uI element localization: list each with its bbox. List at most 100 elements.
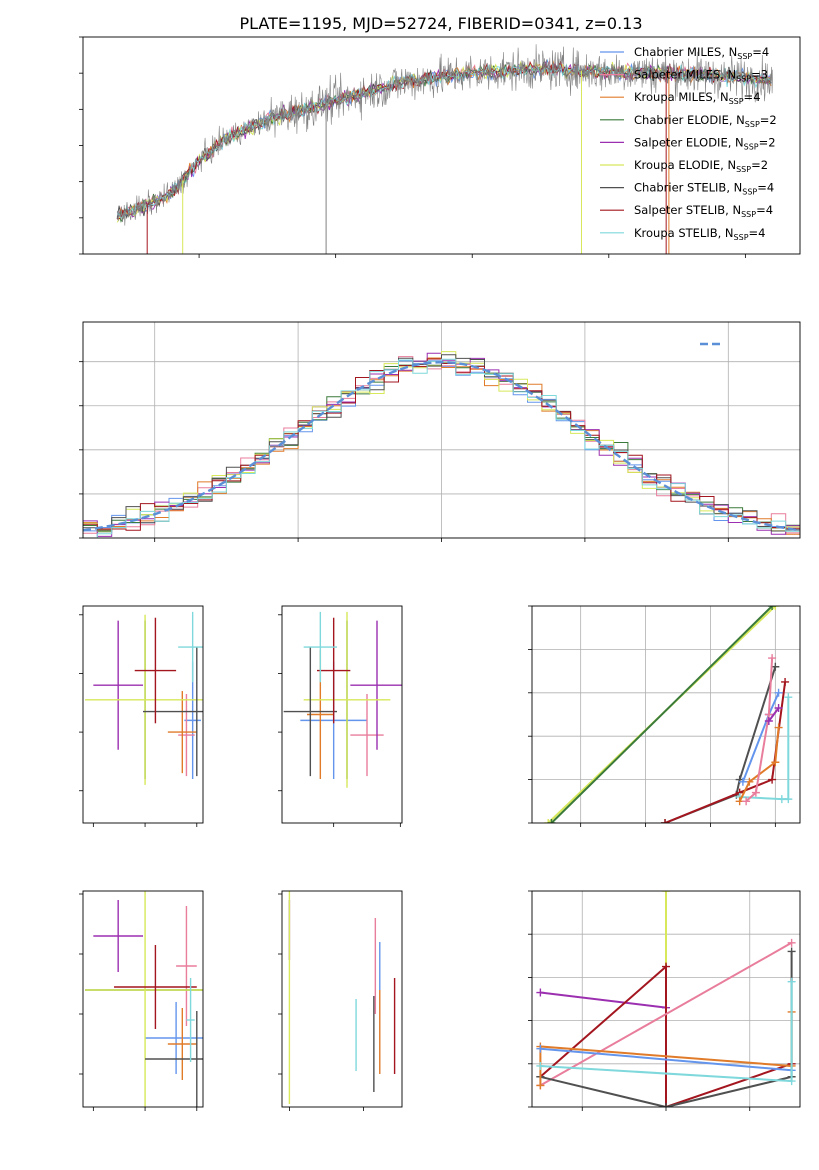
legend-nssp: 2 bbox=[769, 113, 776, 127]
error-bar-point bbox=[303, 611, 391, 788]
plus-marker bbox=[784, 693, 793, 702]
mass-weight-line bbox=[664, 681, 787, 823]
axes-frame bbox=[82, 321, 801, 539]
plus-marker bbox=[787, 977, 796, 986]
plus-marker bbox=[764, 717, 773, 726]
plus-marker bbox=[536, 1061, 545, 1070]
legend-entry: Chabrier STELIB, NSSP=4 bbox=[600, 181, 774, 197]
legend-subscript: SSP bbox=[741, 210, 756, 219]
plus-marker bbox=[742, 797, 751, 806]
axes-frame bbox=[281, 890, 403, 1108]
error-bar-point bbox=[145, 1011, 203, 1107]
legend-label: Chabrier ELODIE, NSSP=2 bbox=[634, 113, 777, 129]
legend-entry: Chabrier MILES, NSSP=4 bbox=[600, 45, 769, 61]
legend-subscript: SSP bbox=[736, 165, 751, 174]
plus-marker bbox=[774, 703, 783, 712]
panel-mw_vs_age bbox=[528, 605, 801, 827]
plus-marker bbox=[662, 891, 670, 895]
error-bar-point bbox=[167, 691, 197, 774]
legend-nssp: 4 bbox=[753, 90, 760, 104]
plot-area-mw_vs_age bbox=[532, 606, 800, 823]
error-bar-point bbox=[176, 906, 197, 1026]
error-bar-point bbox=[186, 978, 195, 1062]
legend-subscript: SSP bbox=[744, 142, 759, 151]
plus-marker bbox=[751, 788, 760, 797]
plus-marker bbox=[774, 723, 783, 732]
axes-frame bbox=[82, 36, 801, 255]
panel-mass_vs_Z bbox=[79, 890, 204, 1111]
plus-marker bbox=[661, 819, 670, 823]
error-bar-point bbox=[350, 693, 384, 777]
legend-subscript: SSP bbox=[734, 233, 749, 242]
legend-label: Salpeter MILES, NSSP=3 bbox=[634, 68, 768, 84]
error-bar-point bbox=[283, 647, 337, 777]
plus-marker bbox=[768, 775, 777, 784]
legend-model-name: Kroupa ELODIE bbox=[634, 158, 720, 172]
legend-subscript: SSP bbox=[742, 188, 757, 197]
legend-subscript: SSP bbox=[745, 120, 760, 129]
error-bar-point bbox=[114, 945, 197, 1029]
plus-marker bbox=[784, 795, 793, 804]
legend-label: Salpeter ELODIE, NSSP=2 bbox=[634, 135, 776, 151]
legend-model-name: Chabrier STELIB bbox=[634, 181, 726, 195]
legend-nssp: 4 bbox=[767, 181, 774, 195]
histogram-step bbox=[83, 358, 800, 538]
figure-title: PLATE=1195, MJD=52724, FIBERID=0341, z=0… bbox=[239, 14, 642, 33]
plot-area-mass_vs_Z bbox=[85, 891, 203, 1107]
error-bar-point bbox=[167, 1008, 197, 1080]
plot-area-spectrum bbox=[116, 44, 773, 254]
plot-area-age_vs_mass bbox=[283, 611, 402, 788]
observed-spectrum-line bbox=[116, 44, 773, 226]
legend-subscript: SSP bbox=[736, 75, 751, 84]
legend-label: Chabrier MILES, NSSP=4 bbox=[634, 45, 769, 61]
legend-nssp: 4 bbox=[766, 203, 773, 217]
legend-entry: Kroupa STELIB, NSSP=4 bbox=[600, 226, 766, 242]
plus-marker bbox=[787, 1077, 796, 1086]
error-bar-point bbox=[303, 611, 337, 683]
plus-marker bbox=[738, 777, 747, 786]
plus-marker bbox=[544, 819, 553, 823]
panel-residuals bbox=[79, 321, 801, 542]
plus-marker bbox=[768, 654, 777, 663]
plus-marker bbox=[536, 988, 545, 997]
panel-spectrum: Chabrier MILES, NSSP=4 Salpeter MILES, NS… bbox=[79, 36, 801, 258]
error-bar-point bbox=[178, 611, 203, 683]
mass-weight-line bbox=[540, 991, 667, 1009]
error-bar-point bbox=[178, 693, 195, 777]
mass-weight-line bbox=[539, 964, 792, 1107]
error-bar-point bbox=[145, 1002, 203, 1074]
plot-area-mass_vs_EBV bbox=[288, 891, 396, 1104]
legend-model-name: Salpeter ELODIE bbox=[634, 135, 728, 149]
axes-frame bbox=[82, 890, 204, 1108]
panel-mass_vs_EBV bbox=[278, 890, 403, 1111]
normal-curve bbox=[83, 360, 800, 532]
legend-nssp: 2 bbox=[761, 158, 768, 172]
panel-mw_vs_Z bbox=[528, 890, 801, 1111]
plus-marker bbox=[662, 962, 670, 971]
plus-marker bbox=[771, 606, 780, 610]
axes-frame bbox=[82, 605, 204, 824]
plus-marker bbox=[774, 688, 783, 697]
plus-marker bbox=[768, 606, 777, 610]
plus-marker bbox=[771, 662, 780, 671]
plus-marker bbox=[781, 677, 790, 686]
legend-nssp: 4 bbox=[762, 45, 769, 59]
mass-weight-line bbox=[550, 606, 773, 823]
legend-label: Salpeter STELIB, NSSP=4 bbox=[634, 203, 773, 219]
error-bar-point bbox=[93, 620, 143, 750]
legend-entry: Salpeter STELIB, NSSP=4 bbox=[600, 203, 773, 219]
legend-label: Kroupa ELODIE, NSSP=2 bbox=[634, 158, 768, 174]
panel-age_vs_Z bbox=[79, 605, 204, 827]
plot-area-age_vs_Z bbox=[85, 611, 203, 785]
mass-weight-line bbox=[540, 1047, 792, 1072]
legend-nssp: 2 bbox=[768, 135, 775, 149]
plus-marker bbox=[547, 819, 556, 823]
error-bar-point bbox=[134, 617, 177, 724]
axes-frame bbox=[281, 605, 403, 824]
legend-model-name: Salpeter MILES bbox=[634, 68, 720, 82]
error-bar-point bbox=[85, 614, 203, 785]
plot-area-mw_vs_Z bbox=[532, 891, 800, 1107]
plot-area-residuals bbox=[83, 322, 800, 538]
error-bar-point bbox=[93, 900, 143, 972]
